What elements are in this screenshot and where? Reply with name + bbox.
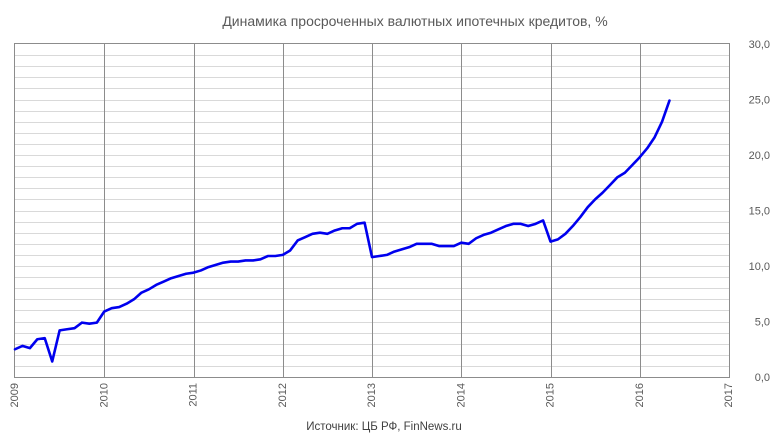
x-tick-label: 2016 bbox=[634, 383, 646, 407]
y-tick-label: 5,0 bbox=[755, 317, 770, 329]
y-tick-label: 10,0 bbox=[749, 261, 770, 273]
series-layer bbox=[13, 99, 671, 363]
vertical-gridlines bbox=[104, 44, 641, 377]
source-note: Источник: ЦБ РФ, FinNews.ru bbox=[306, 421, 462, 433]
chart-title: Динамика просроченных валютных ипотечных… bbox=[222, 13, 607, 29]
x-tick-label: 2011 bbox=[188, 383, 200, 407]
x-tick-label: 2009 bbox=[9, 383, 21, 407]
x-tick-label: 2013 bbox=[366, 383, 378, 407]
x-tick-label: 2010 bbox=[98, 383, 110, 407]
y-tick-label: 15,0 bbox=[749, 206, 770, 218]
x-tick-label: 2014 bbox=[455, 383, 467, 407]
plot-area bbox=[14, 43, 730, 378]
x-axis-tick-labels: 2009 2010 2011 2012 2013 2014 2015 2016 2017 bbox=[9, 383, 735, 407]
x-tick-label: 2015 bbox=[545, 383, 557, 407]
x-tick-label: 2017 bbox=[723, 383, 735, 407]
y-axis-tick-labels: 0,0 5,0 10,0 15,0 20,0 25,0 30,0 bbox=[749, 39, 770, 384]
y-tick-label: 0,0 bbox=[755, 372, 770, 384]
y-tick-label: 25,0 bbox=[749, 95, 770, 107]
y-tick-label: 30,0 bbox=[749, 39, 770, 51]
series-line bbox=[13, 99, 671, 363]
y-tick-label: 20,0 bbox=[749, 150, 770, 162]
x-tick-label: 2012 bbox=[277, 383, 289, 407]
